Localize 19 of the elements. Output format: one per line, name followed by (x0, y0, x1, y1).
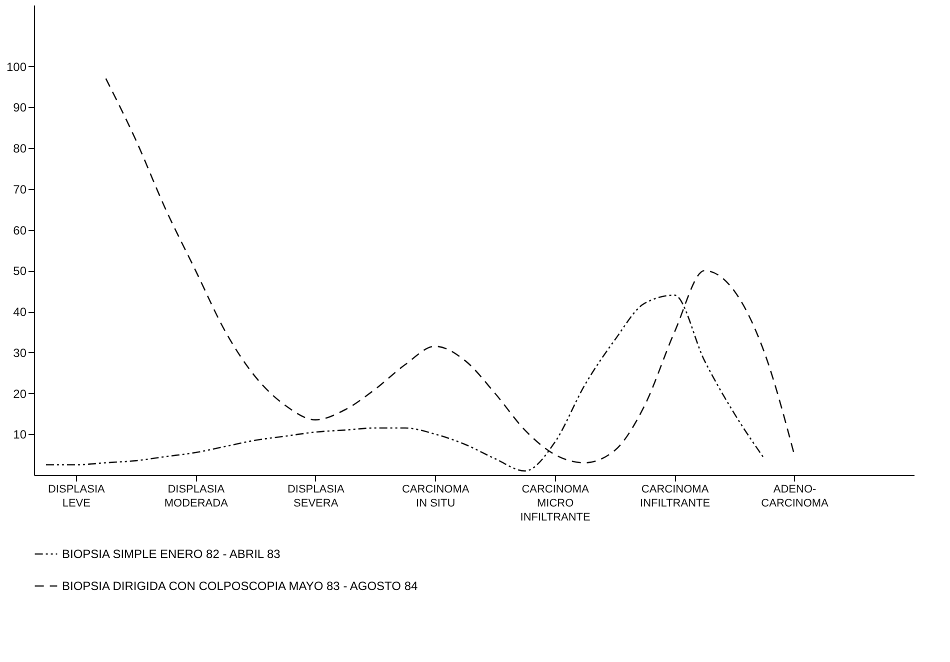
x-tick-label: DISPLASIA LEVE (48, 484, 106, 510)
y-tick-label: 10 (13, 428, 27, 442)
y-tick-label: 40 (13, 305, 27, 320)
x-tick-label: DISPLASIA MODERADA (164, 484, 229, 510)
y-tick-label: 100 (6, 60, 27, 74)
x-tick-label: ADENO- CARCINOMA (761, 484, 830, 510)
legend-label: BIOPSIA SIMPLE ENERO 82 - ABRIL 83 (62, 547, 281, 561)
y-tick-label: 50 (13, 264, 27, 278)
legend-label: BIOPSIA DIRIGIDA CON COLPOSCOPIA MAYO 83 - AGOSTO 84 (62, 579, 418, 593)
y-tick-label: 70 (13, 182, 27, 196)
y-tick-label: 30 (13, 346, 27, 360)
y-tick-label: 90 (13, 100, 27, 115)
x-tick-label: CARCINOMA IN SITU (402, 484, 470, 510)
x-tick-label: CARCINOMA MICRO INFILTRANTE (520, 484, 590, 524)
y-tick-label: 60 (13, 223, 27, 238)
x-tick-label: CARCINOMA INFILTRANTE (640, 484, 710, 510)
x-tick-label: DISPLASIA SEVERA (287, 484, 345, 510)
y-tick-label: 20 (13, 386, 27, 401)
y-tick-label: 80 (13, 142, 27, 156)
